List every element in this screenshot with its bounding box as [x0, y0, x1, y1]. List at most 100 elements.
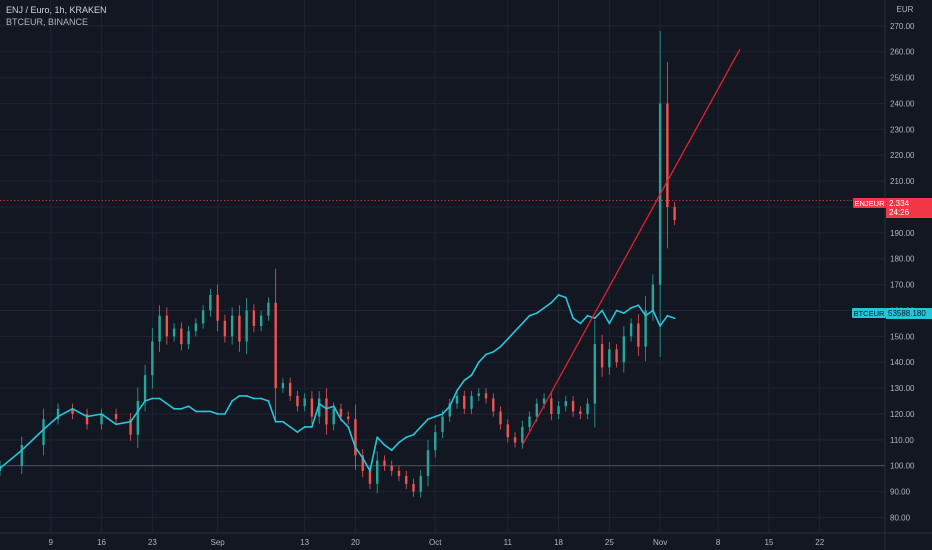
- btc-tag-value: 53588.180: [888, 309, 926, 318]
- btc-point: [630, 307, 632, 309]
- btc-point: [384, 444, 386, 446]
- candle-body: [434, 432, 436, 450]
- candle-body: [521, 427, 523, 443]
- candle-body: [557, 406, 559, 414]
- btc-point: [217, 413, 219, 415]
- btc-point: [275, 421, 277, 423]
- candle-body: [267, 303, 269, 316]
- x-tick-label: Sep: [211, 538, 226, 547]
- candle-body: [572, 401, 574, 411]
- candle-body: [492, 398, 494, 411]
- btc-point: [463, 379, 465, 381]
- btc-point: [362, 457, 364, 459]
- candle-body: [637, 323, 639, 346]
- btc-point: [43, 429, 45, 431]
- btc-point: [550, 302, 552, 304]
- btc-point: [289, 426, 291, 428]
- btc-point: [326, 408, 328, 410]
- btc-price-tag: BTCEUR 53588.180: [852, 308, 932, 319]
- btc-point: [579, 323, 581, 325]
- x-tick-label: 22: [815, 538, 824, 547]
- x-tick-label: 8: [716, 538, 721, 547]
- btc-point: [246, 395, 248, 397]
- candle-body: [42, 419, 44, 445]
- btc-point: [224, 413, 226, 415]
- candle-body: [376, 461, 378, 484]
- enj-tag-countdown: 24:26: [889, 208, 910, 217]
- btc-point: [159, 398, 161, 400]
- btc-point: [347, 426, 349, 428]
- candle-body: [623, 336, 625, 362]
- btc-point: [57, 416, 59, 418]
- candle-body: [528, 417, 530, 427]
- legend-compare[interactable]: BTCEUR, BINANCE: [6, 17, 88, 27]
- y-tick-label: 260.00: [890, 48, 915, 57]
- btc-point: [500, 346, 502, 348]
- btc-point: [130, 421, 132, 423]
- btc-point: [434, 416, 436, 418]
- y-tick-label: 80.00: [890, 513, 911, 522]
- btc-point: [536, 312, 538, 314]
- candle-body: [340, 409, 342, 417]
- btc-point: [253, 398, 255, 400]
- candle-body: [608, 349, 610, 367]
- x-tick-label: 23: [148, 538, 157, 547]
- btc-point: [173, 408, 175, 410]
- btc-point: [427, 418, 429, 420]
- candle-body: [347, 417, 349, 420]
- btc-point: [594, 317, 596, 319]
- btc-point: [456, 390, 458, 392]
- btc-point: [608, 323, 610, 325]
- x-tick-label: 15: [764, 538, 773, 547]
- btc-point: [413, 434, 415, 436]
- legend-main[interactable]: ENJ / Euro, 1h, KRAKEN: [6, 5, 107, 15]
- btc-point: [529, 315, 531, 317]
- btc-point: [674, 317, 676, 319]
- candle-body: [666, 103, 668, 206]
- candle-body: [303, 398, 305, 406]
- candle-body: [332, 409, 334, 425]
- btc-tag-name: BTCEUR: [854, 309, 885, 318]
- candle-body: [202, 310, 204, 323]
- candle-body: [478, 393, 480, 396]
- x-tick-label: Oct: [429, 538, 442, 547]
- candle-body: [507, 424, 509, 437]
- x-tick-label: 13: [300, 538, 309, 547]
- candle-body: [21, 445, 23, 466]
- btc-point: [666, 315, 668, 317]
- candle-body: [550, 398, 552, 414]
- y-tick-label: 180.00: [890, 255, 915, 264]
- y-tick-label: 120.00: [890, 410, 915, 419]
- y-tick-label: 250.00: [890, 74, 915, 83]
- candle-body: [311, 398, 313, 416]
- btc-point: [420, 426, 422, 428]
- y-tick-label: 140.00: [890, 358, 915, 367]
- btc-point: [188, 405, 190, 407]
- candle-body: [187, 331, 189, 344]
- candle-body: [470, 396, 472, 409]
- candle-body: [231, 316, 233, 337]
- candle-body: [405, 476, 407, 484]
- btc-point: [282, 421, 284, 423]
- y-tick-label: 270.00: [890, 22, 915, 31]
- btc-point: [355, 447, 357, 449]
- candle-body: [601, 344, 603, 367]
- candle-body: [441, 417, 443, 433]
- btc-point: [645, 315, 647, 317]
- btc-point: [369, 470, 371, 472]
- x-tick-label: 20: [351, 538, 360, 547]
- x-tick-label: 9: [49, 538, 54, 547]
- y-tick-label: 90.00: [890, 488, 911, 497]
- btc-point: [543, 307, 545, 309]
- candle-body: [282, 383, 284, 388]
- y-tick-label: 170.00: [890, 281, 915, 290]
- candle-body: [158, 316, 160, 342]
- btc-point: [86, 416, 88, 418]
- candle-body: [173, 329, 175, 337]
- y-tick-label: 150.00: [890, 332, 915, 341]
- x-tick-label: Nov: [653, 538, 667, 547]
- x-tick-label: 16: [97, 538, 106, 547]
- btc-point: [587, 315, 589, 317]
